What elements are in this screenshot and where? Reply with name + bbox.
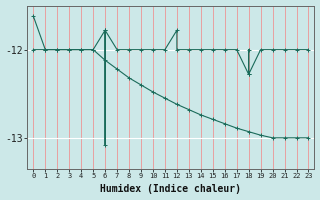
X-axis label: Humidex (Indice chaleur): Humidex (Indice chaleur)	[100, 184, 241, 194]
